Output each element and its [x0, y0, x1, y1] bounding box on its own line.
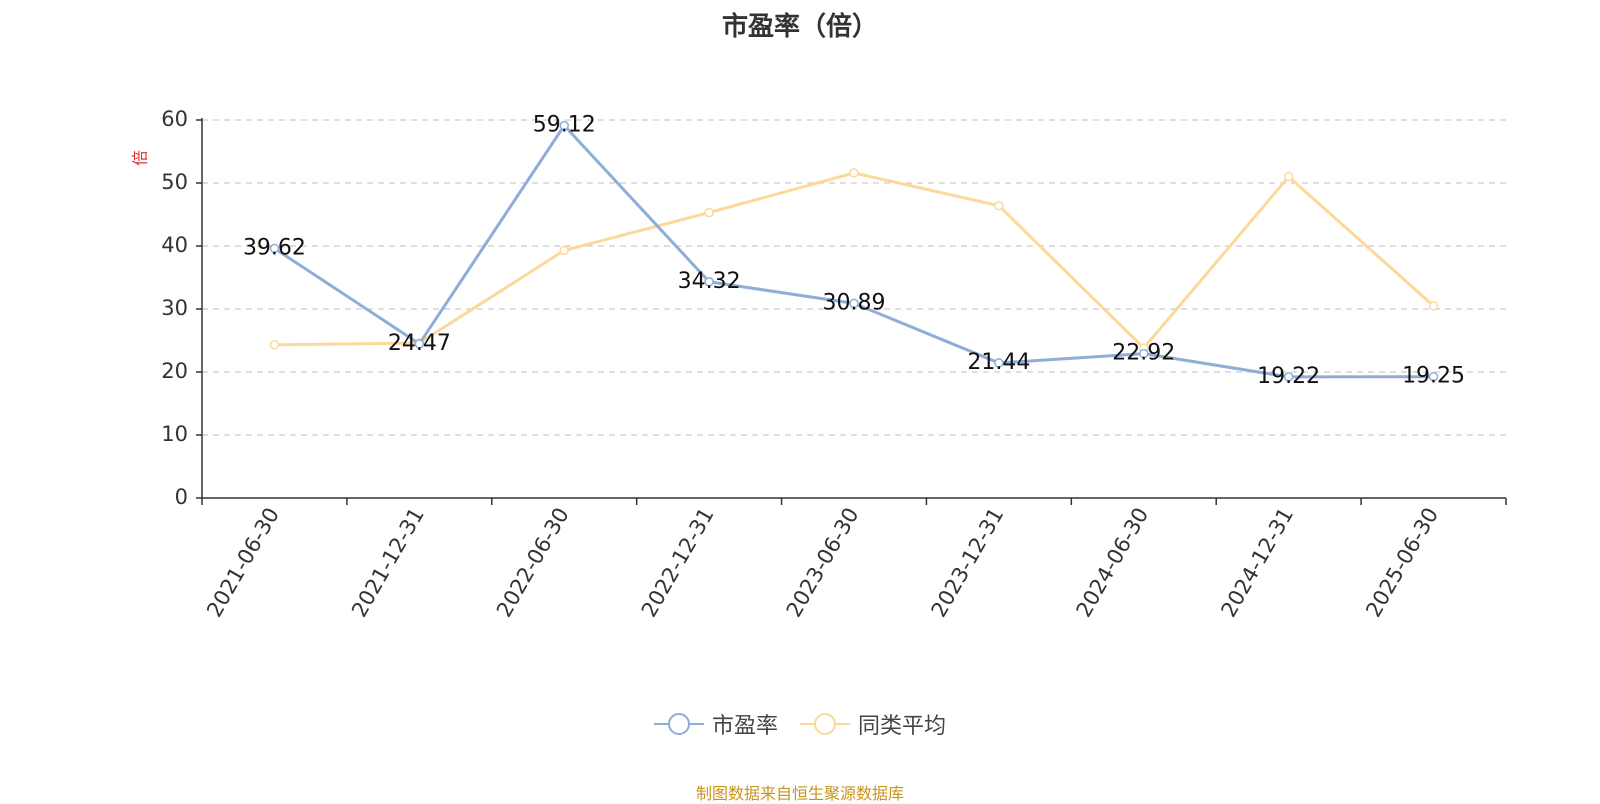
data-point-1: [559, 120, 569, 131]
y-tick-label: 40: [161, 233, 188, 257]
series-line-2: [274, 171, 1435, 350]
source-note: 制图数据来自恒生聚源数据库: [695, 784, 904, 803]
legend: 市盈率 同类平均: [0, 708, 1600, 740]
data-label: 19.25: [1402, 364, 1465, 389]
data-label: 30.89: [823, 290, 886, 315]
data-point-1: [269, 243, 280, 254]
x-tick-label: 2024-12-31: [1216, 504, 1298, 622]
data-point-1: [1428, 371, 1439, 382]
data-label: 59.12: [533, 113, 596, 138]
data-point-1: [1139, 348, 1149, 359]
x-tick-label: 2022-06-30: [492, 504, 574, 622]
data-point-2: [849, 168, 859, 178]
legend-item-series-2[interactable]: 同类平均: [800, 708, 946, 740]
y-tick-label: 20: [161, 359, 188, 383]
data-point-1: [414, 339, 425, 349]
data-label: 21.44: [967, 350, 1030, 375]
y-tick-label: 10: [161, 422, 188, 446]
y-tick-label: 50: [161, 170, 188, 194]
y-tick-label: 30: [161, 296, 188, 320]
data-point-2: [1283, 171, 1294, 182]
x-tick-label: 2023-12-31: [927, 504, 1009, 622]
y-tick-label: 60: [161, 107, 188, 131]
legend-swatch-2: [800, 713, 850, 735]
data-point-2: [559, 245, 569, 256]
data-point-2: [1428, 301, 1439, 311]
data-label: 24.47: [388, 331, 451, 356]
data-point-2: [994, 200, 1004, 211]
data-label: 22.92: [1112, 341, 1175, 366]
legend-label-2: 同类平均: [858, 714, 947, 739]
chart-title: 市盈率（倍）: [721, 12, 878, 42]
legend-item-series-1[interactable]: 市盈率: [653, 708, 778, 740]
data-point-1: [849, 298, 859, 309]
y-axis-label: 倍: [131, 150, 150, 166]
data-labels: 39.62 24.47 59.12 34.32 30.89 21.44 22.92 19.22…: [243, 113, 1465, 389]
x-tick-label: 2021-06-30: [202, 504, 284, 622]
data-label: 39.62: [243, 235, 306, 260]
data-label: 34.32: [678, 269, 741, 294]
x-tick-label: 2021-12-31: [347, 504, 429, 622]
data-point-2: [704, 207, 714, 218]
legend-label-1: 市盈率: [711, 714, 778, 739]
x-tick-label: 2023-06-30: [782, 504, 864, 622]
y-tick-label: 0: [175, 485, 188, 509]
x-tick-label: 2024-06-30: [1071, 504, 1153, 622]
grid-lines: [202, 119, 1506, 436]
legend-swatch-1: [653, 713, 704, 735]
x-tick-label: 2025-06-30: [1361, 504, 1443, 622]
data-point-1: [994, 358, 1004, 368]
series-lines: [269, 120, 1439, 382]
data-label: 19.22: [1257, 364, 1320, 389]
data-point-1: [1283, 372, 1294, 382]
data-point-1: [704, 277, 714, 287]
data-point-2: [269, 340, 280, 350]
x-tick-label: 2022-12-31: [637, 504, 719, 622]
